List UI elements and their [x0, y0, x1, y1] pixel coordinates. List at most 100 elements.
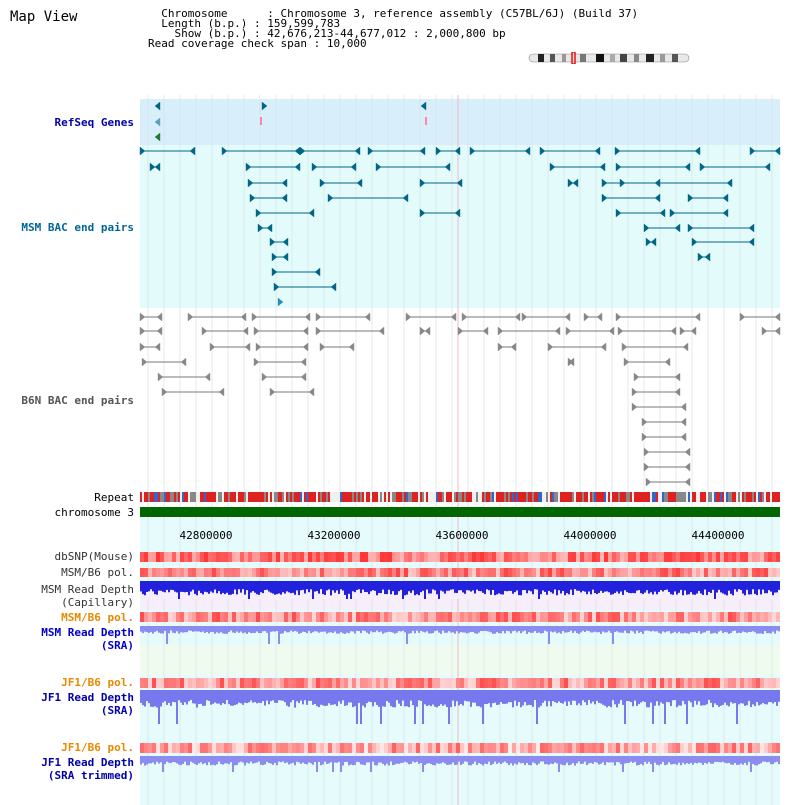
b6n-bac-end[interactable] [497, 326, 504, 336]
polymorphism-cell[interactable] [208, 612, 212, 622]
depth-bar[interactable] [190, 756, 192, 762]
depth-bar[interactable] [392, 756, 394, 766]
depth-bar[interactable] [320, 690, 322, 705]
polymorphism-cell[interactable] [768, 743, 772, 753]
depth-bar[interactable] [300, 581, 302, 591]
depth-bar[interactable] [614, 626, 616, 633]
depth-bar[interactable] [560, 690, 562, 703]
depth-bar[interactable] [208, 581, 210, 594]
depth-bar[interactable] [736, 756, 738, 765]
depth-bar[interactable] [772, 756, 774, 765]
depth-bar[interactable] [646, 756, 648, 764]
depth-bar[interactable] [232, 690, 234, 706]
depth-bar[interactable] [154, 756, 156, 765]
depth-bar[interactable] [316, 581, 318, 592]
depth-bar[interactable] [596, 581, 598, 595]
polymorphism-cell[interactable] [196, 552, 200, 562]
b6n-bac-end[interactable] [694, 312, 701, 322]
polymorphism-cell[interactable] [660, 552, 664, 562]
polymorphism-cell[interactable] [732, 743, 736, 753]
depth-bar[interactable] [724, 756, 726, 763]
repeat-element[interactable] [154, 492, 156, 502]
depth-bar[interactable] [592, 756, 594, 764]
polymorphism-cell[interactable] [420, 552, 424, 562]
depth-bar[interactable] [466, 581, 468, 591]
depth-bar[interactable] [368, 626, 370, 634]
depth-bar[interactable] [732, 756, 734, 765]
msm-bac-end[interactable] [139, 146, 146, 156]
repeat-element[interactable] [668, 492, 670, 502]
depth-bar[interactable] [568, 581, 570, 595]
polymorphism-cell[interactable] [520, 612, 524, 622]
depth-bar[interactable] [688, 756, 690, 764]
depth-bar[interactable] [778, 690, 780, 702]
polymorphism-cell[interactable] [544, 552, 548, 562]
b6n-bac-end[interactable] [680, 432, 687, 442]
depth-bar[interactable] [710, 581, 712, 593]
repeat-element[interactable] [564, 492, 566, 502]
polymorphism-cell[interactable] [716, 568, 720, 577]
depth-bar[interactable] [384, 690, 386, 707]
depth-bar[interactable] [728, 690, 730, 707]
repeat-element[interactable] [466, 492, 468, 502]
b6n-bac-end[interactable] [674, 372, 681, 382]
msm-bac-end[interactable] [674, 223, 681, 233]
depth-bar[interactable] [678, 581, 680, 593]
depth-bar[interactable] [730, 626, 732, 633]
depth-bar[interactable] [636, 581, 638, 591]
polymorphism-cell[interactable] [772, 568, 776, 577]
depth-bar[interactable] [340, 626, 342, 633]
depth-bar[interactable] [770, 690, 772, 703]
polymorphism-cell[interactable] [528, 612, 532, 622]
polymorphism-cell[interactable] [700, 612, 704, 622]
depth-bar[interactable] [488, 756, 490, 762]
depth-bar[interactable] [738, 756, 740, 765]
polymorphism-cell[interactable] [616, 612, 620, 622]
depth-bar[interactable] [534, 581, 536, 590]
polymorphism-heat-tracks[interactable] [140, 552, 780, 753]
depth-bar[interactable] [588, 626, 590, 632]
polymorphism-cell[interactable] [436, 568, 440, 577]
polymorphism-cell[interactable] [572, 678, 576, 688]
repeat-element[interactable] [266, 492, 268, 502]
polymorphism-cell[interactable] [612, 552, 616, 562]
polymorphism-cell[interactable] [592, 612, 596, 622]
repeat-element[interactable] [710, 492, 712, 502]
depth-bar[interactable] [220, 690, 222, 706]
polymorphism-cell[interactable] [336, 743, 340, 753]
depth-bar[interactable] [776, 690, 778, 706]
polymorphism-cell[interactable] [184, 678, 188, 688]
depth-bar[interactable] [674, 626, 676, 632]
repeat-element[interactable] [340, 492, 342, 502]
polymorphism-cell[interactable] [416, 612, 420, 622]
msm-bac-end[interactable] [419, 208, 426, 218]
repeat-element[interactable] [504, 492, 506, 502]
polymorphism-cell[interactable] [204, 678, 208, 688]
depth-bar[interactable] [370, 581, 372, 592]
depth-bar[interactable] [642, 690, 644, 702]
polymorphism-cell[interactable] [432, 568, 436, 577]
msm-bac-end[interactable] [601, 178, 608, 188]
depth-bar[interactable] [580, 756, 582, 764]
polymorphism-cell[interactable] [144, 743, 148, 753]
depth-bar[interactable] [150, 756, 152, 764]
depth-bar[interactable] [548, 626, 550, 644]
repeat-element[interactable] [744, 492, 746, 502]
depth-bar[interactable] [598, 581, 600, 593]
depth-bar[interactable] [702, 690, 704, 706]
repeat-element[interactable] [366, 492, 368, 502]
depth-bar[interactable] [176, 581, 178, 593]
repeat-element[interactable] [604, 492, 606, 502]
depth-bar[interactable] [208, 626, 210, 634]
polymorphism-cell[interactable] [680, 552, 684, 562]
depth-bar[interactable] [742, 626, 744, 632]
depth-bar[interactable] [300, 690, 302, 701]
depth-bar[interactable] [332, 756, 334, 772]
depth-bar[interactable] [734, 690, 736, 704]
polymorphism-cell[interactable] [548, 612, 552, 622]
b6n-bac-end[interactable] [631, 402, 638, 412]
depth-bar[interactable] [202, 690, 204, 706]
repeat-element[interactable] [666, 492, 668, 502]
polymorphism-cell[interactable] [160, 552, 164, 562]
depth-bar[interactable] [774, 756, 776, 763]
